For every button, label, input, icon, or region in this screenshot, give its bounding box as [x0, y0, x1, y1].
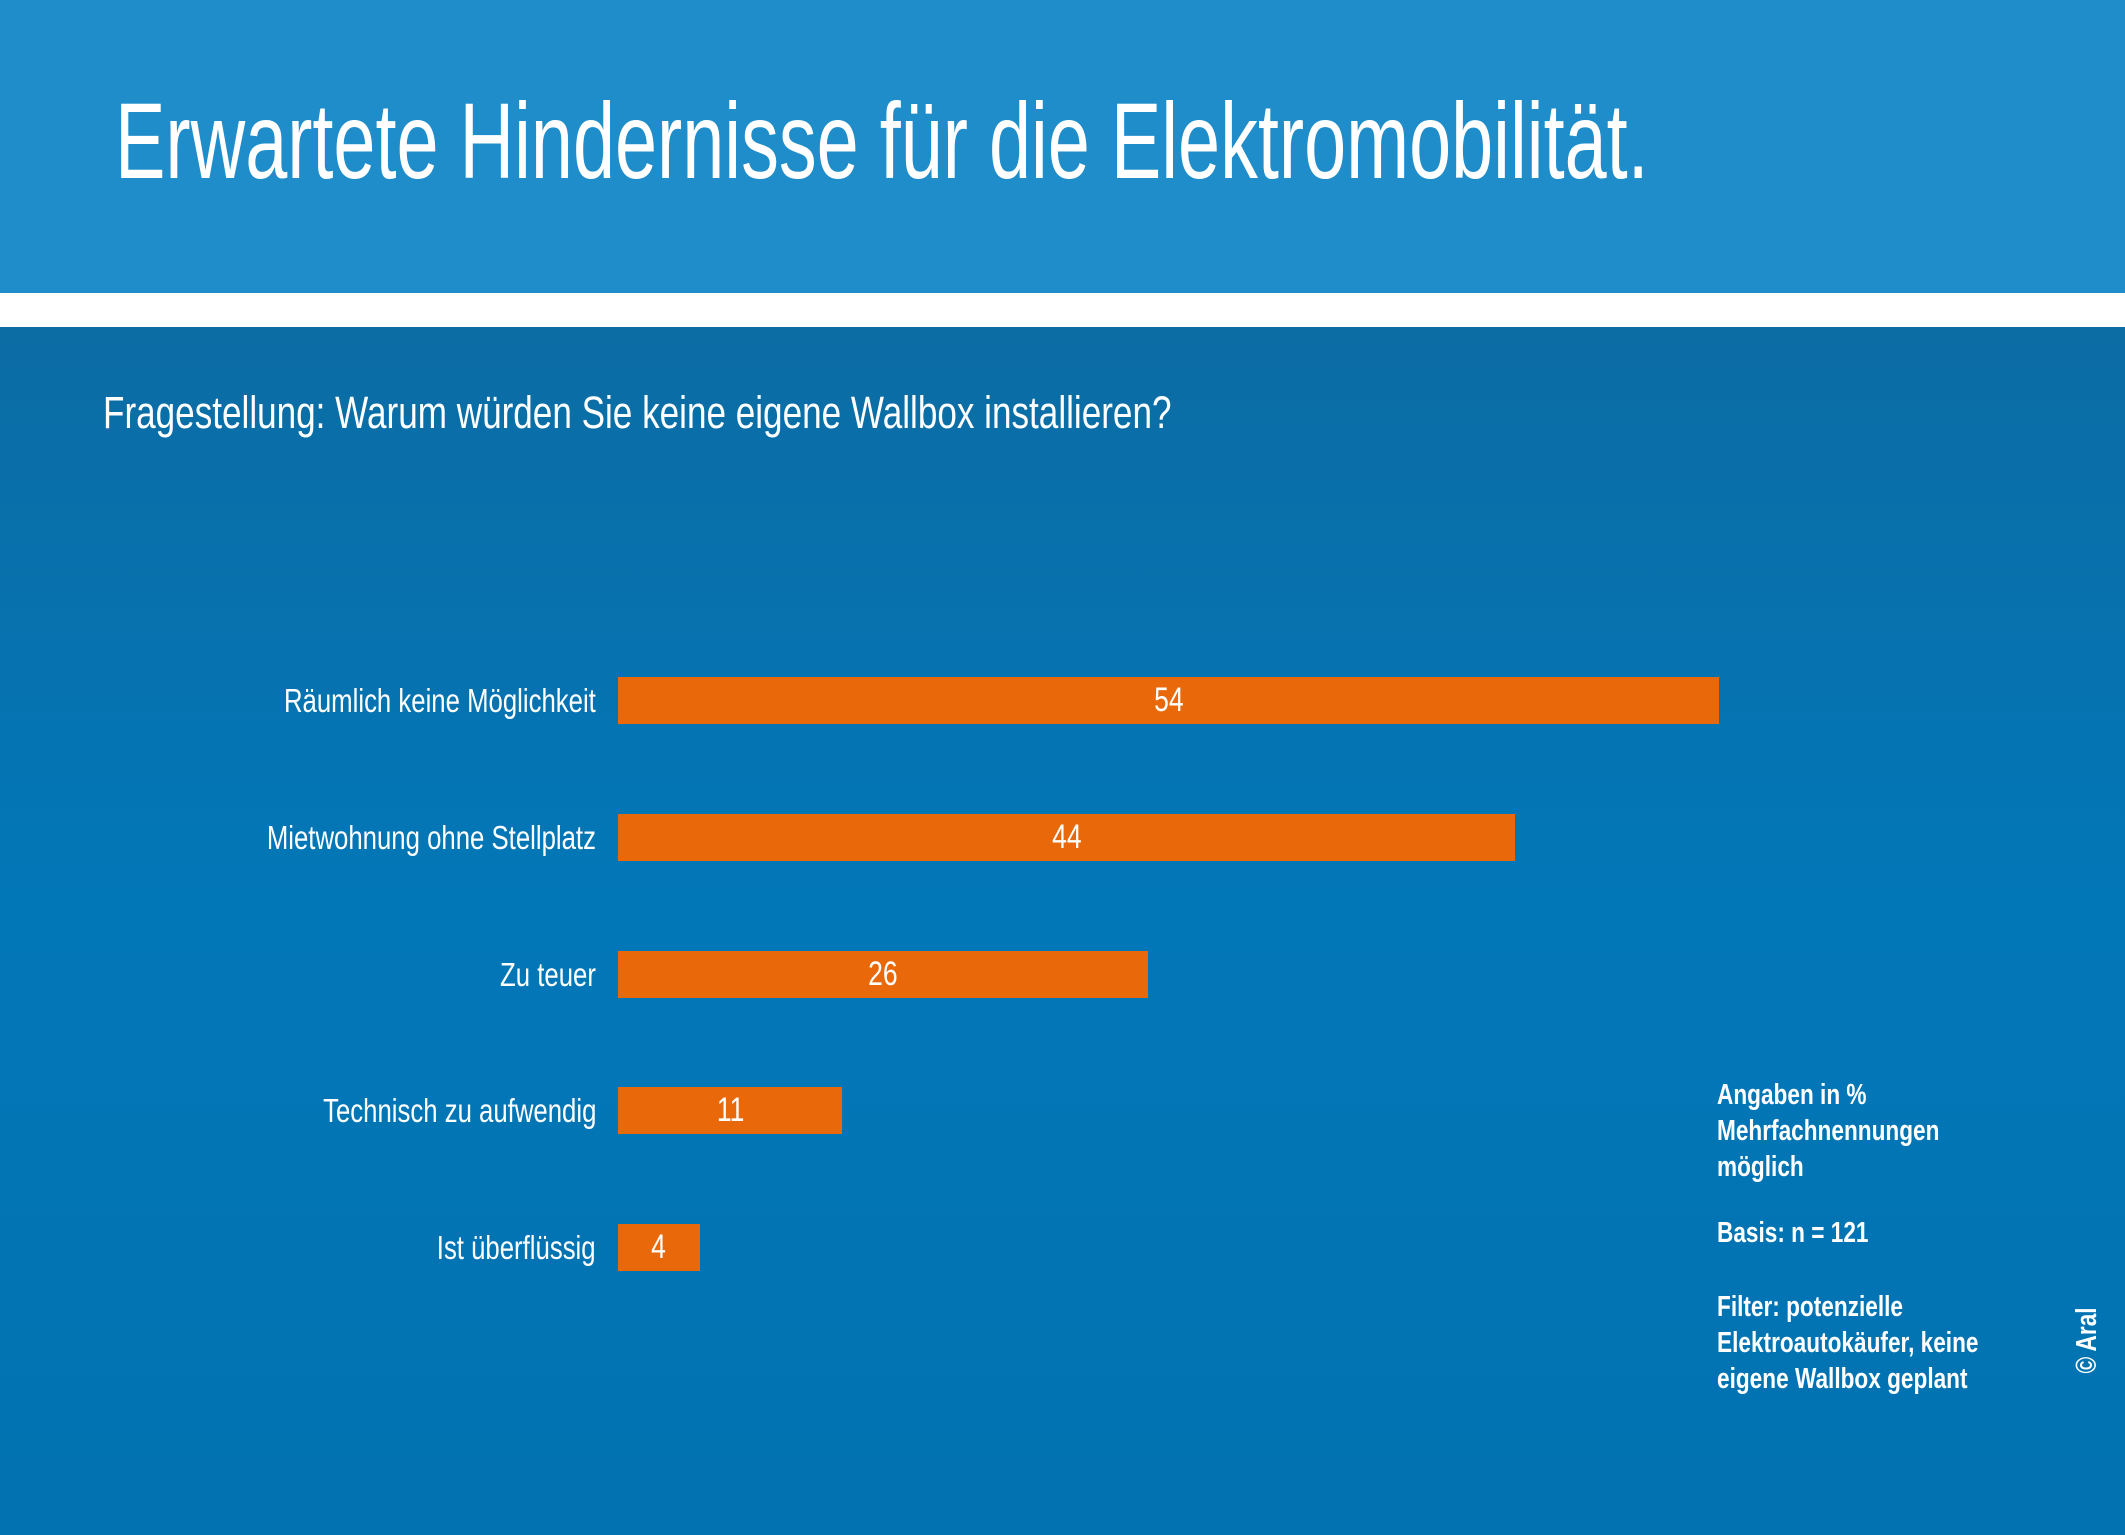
note-line: eigene Wallbox geplant — [1717, 1363, 1968, 1395]
bar-label-text: Zu teuer — [500, 956, 596, 993]
bar: 54 — [618, 677, 1719, 724]
question-text: Fragestellung: Warum würden Sie keine ei… — [103, 385, 1473, 441]
bar: 4 — [618, 1224, 700, 1271]
page-title: Erwartete Hindernisse für die Elektromob… — [115, 80, 1649, 201]
note-filter-group: Filter: potenzielle Elektroautokäufer, k… — [1717, 1289, 2077, 1397]
note-basis: Basis: n = 121 — [1717, 1217, 1869, 1249]
bar: 11 — [618, 1087, 843, 1134]
bar-value-label: 11 — [716, 1091, 744, 1129]
copyright-credit-text: © Aral — [2070, 1306, 2103, 1374]
header-divider — [0, 293, 2125, 327]
bar-label: Zu teuer — [0, 951, 596, 998]
bar: 44 — [618, 814, 1516, 861]
bar-label: Ist überflüssig — [0, 1224, 596, 1271]
content-background — [0, 327, 2125, 1535]
bar-label-text: Ist überflüssig — [437, 1229, 596, 1266]
note-line: möglich — [1717, 1151, 1804, 1183]
note-line: Elektroautokäufer, keine — [1717, 1327, 1979, 1359]
bar-row: Zu teuer 26 — [0, 951, 2125, 998]
header-band: Erwartete Hindernisse für die Elektromob… — [0, 0, 2125, 293]
bar-value-label: 4 — [651, 1228, 667, 1266]
bar-row: Mietwohnung ohne Stellplatz 44 — [0, 814, 2125, 861]
bar: 26 — [618, 951, 1149, 998]
bar-label: Mietwohnung ohne Stellplatz — [0, 814, 596, 861]
bar-label: Räumlich keine Möglichkeit — [0, 677, 596, 724]
note-basis-group: Basis: n = 121 — [1717, 1215, 2077, 1251]
bar-value-label: 54 — [1153, 681, 1184, 719]
bar-value-label: 26 — [868, 955, 898, 993]
bar-row: Technisch zu aufwendig 11 — [0, 1087, 2125, 1134]
bar-row: Räumlich keine Möglichkeit 54 — [0, 677, 2125, 724]
bar-label-text: Räumlich keine Möglichkeit — [284, 682, 596, 719]
note-units-group: Angaben in % Mehrfachnennungen möglich — [1717, 1077, 2077, 1185]
copyright-credit: © Aral — [2027, 1280, 2125, 1400]
note-line: Filter: potenzielle — [1717, 1291, 1904, 1323]
note-line: Angaben in % — [1717, 1079, 1867, 1111]
bar-label: Technisch zu aufwendig — [0, 1087, 596, 1134]
bar-value-label: 44 — [1051, 818, 1082, 856]
bar-label-text: Technisch zu aufwendig — [322, 1092, 596, 1129]
bar-row: Ist überflüssig 4 — [0, 1224, 2125, 1271]
bar-label-text: Mietwohnung ohne Stellplatz — [266, 819, 596, 856]
notes-block: Angaben in % Mehrfachnennungen möglich B… — [1717, 1077, 2077, 1397]
question-text-label: Fragestellung: Warum würden Sie keine ei… — [103, 387, 1172, 438]
note-line: Mehrfachnennungen — [1717, 1115, 1940, 1147]
